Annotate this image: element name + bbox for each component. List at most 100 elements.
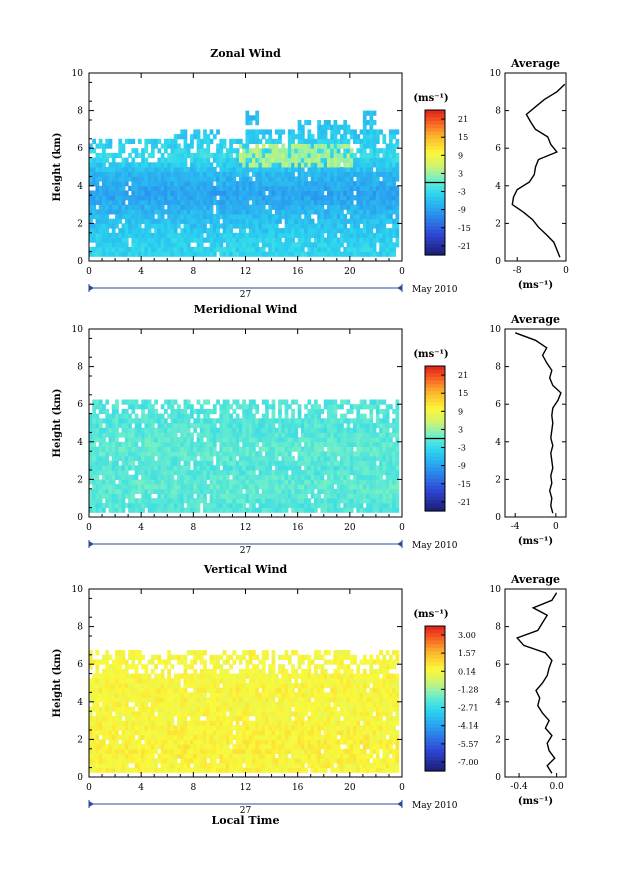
heatmap-cell (196, 134, 201, 140)
heatmap-cell (242, 162, 246, 168)
heatmap-cell (170, 404, 175, 410)
heatmap-cell (128, 744, 132, 750)
heatmap-cell (359, 502, 364, 509)
heatmap-cell (375, 502, 380, 509)
heatmap-cell (105, 748, 110, 754)
heatmap-cell (196, 152, 201, 159)
heatmap-cell (300, 134, 305, 140)
heatmap-cell (300, 246, 305, 253)
heatmap-cell (105, 692, 110, 698)
heatmap-cell (121, 493, 126, 499)
colorbar-segment (425, 211, 445, 216)
heatmap-cell (163, 437, 168, 443)
heatmap-cell (343, 446, 348, 452)
heatmap-cell (323, 152, 328, 159)
heatmap-cell (131, 446, 136, 452)
heatmap-cell (190, 246, 194, 253)
heatmap-cell (356, 498, 361, 504)
heatmap-cell (193, 488, 198, 494)
heatmap-cell (209, 176, 214, 182)
heatmap-cell (170, 167, 175, 173)
heatmap-cell (131, 427, 136, 433)
heatmap-cell (362, 423, 367, 429)
heatmap-cell (225, 232, 230, 238)
heatmap-cell (330, 488, 335, 494)
colorbar-label: -3 (458, 188, 466, 197)
heatmap-cell (216, 214, 220, 220)
heatmap-cell (330, 218, 335, 224)
heatmap-cell (203, 413, 207, 419)
heatmap-cell (95, 678, 100, 684)
heatmap-cell (258, 460, 263, 466)
heatmap-cell (362, 167, 367, 173)
heatmap-cell (190, 171, 194, 177)
heatmap-cell (379, 460, 383, 466)
heatmap-cell (98, 753, 103, 759)
heatmap-cell (369, 246, 374, 253)
heatmap-cell (362, 465, 367, 471)
heatmap-cell (252, 162, 256, 168)
heatmap-cell (111, 204, 116, 210)
heatmap-cell (229, 209, 233, 215)
heatmap-cell (353, 237, 357, 243)
heatmap-cell (173, 204, 178, 210)
heatmap-cell (105, 744, 110, 750)
heatmap-cell (268, 223, 273, 229)
average-y-tick-label: 0 (495, 513, 501, 523)
heatmap-cell (258, 418, 263, 424)
heatmap-cell (304, 148, 308, 154)
heatmap-cell (131, 232, 136, 238)
heatmap-cell (180, 157, 185, 163)
heatmap-cell (212, 176, 217, 182)
heatmap-cell (388, 484, 393, 490)
heatmap-cell (323, 251, 328, 257)
heatmap-cell (385, 465, 390, 471)
heatmap-cell (336, 507, 341, 513)
heatmap-cell (317, 465, 321, 471)
heatmap-cell (203, 237, 207, 243)
heatmap-cell (147, 246, 152, 253)
heatmap-cell (209, 232, 214, 238)
heatmap-cell (225, 185, 230, 191)
heatmap-cell (248, 484, 253, 490)
heatmap-cell (108, 488, 113, 494)
heatmap-cell (102, 659, 106, 665)
heatmap-cell (225, 209, 230, 215)
heatmap-cell (167, 181, 172, 187)
heatmap-cell (124, 683, 129, 689)
heatmap-cell (137, 152, 142, 159)
heatmap-cell (310, 152, 315, 159)
heatmap-cell (95, 762, 100, 769)
heatmap-cell (330, 441, 335, 447)
heatmap-cell (229, 148, 233, 154)
heatmap-cell (95, 152, 100, 159)
heatmap-cell (144, 143, 149, 149)
heatmap-cell (268, 423, 273, 429)
heatmap-cell (89, 423, 93, 429)
heatmap-cell (131, 758, 136, 764)
heatmap-cell (327, 143, 331, 149)
heatmap-cell (366, 134, 370, 140)
heatmap-cell (232, 423, 237, 429)
heatmap-cell (333, 195, 338, 201)
heatmap-cell (160, 427, 165, 433)
heatmap-cell (320, 479, 325, 485)
heatmap-cell (385, 228, 390, 234)
heatmap-cell (268, 488, 273, 494)
heatmap-cell (225, 446, 230, 452)
heatmap-cell (105, 758, 110, 764)
heatmap-cell (124, 748, 129, 754)
heatmap-cell (385, 484, 390, 490)
heatmap-cell (294, 427, 299, 433)
heatmap-cell (340, 423, 344, 429)
heatmap-cell (115, 432, 119, 438)
heatmap-cell (222, 484, 227, 490)
heatmap-cell (252, 441, 256, 447)
heatmap-cell (131, 171, 136, 177)
heatmap-cell (225, 214, 230, 220)
heatmap-cell (392, 185, 396, 191)
heatmap-cell (392, 493, 396, 499)
heatmap-cell (248, 446, 253, 452)
heatmap-cell (372, 152, 377, 159)
heatmap-cell (105, 204, 110, 210)
